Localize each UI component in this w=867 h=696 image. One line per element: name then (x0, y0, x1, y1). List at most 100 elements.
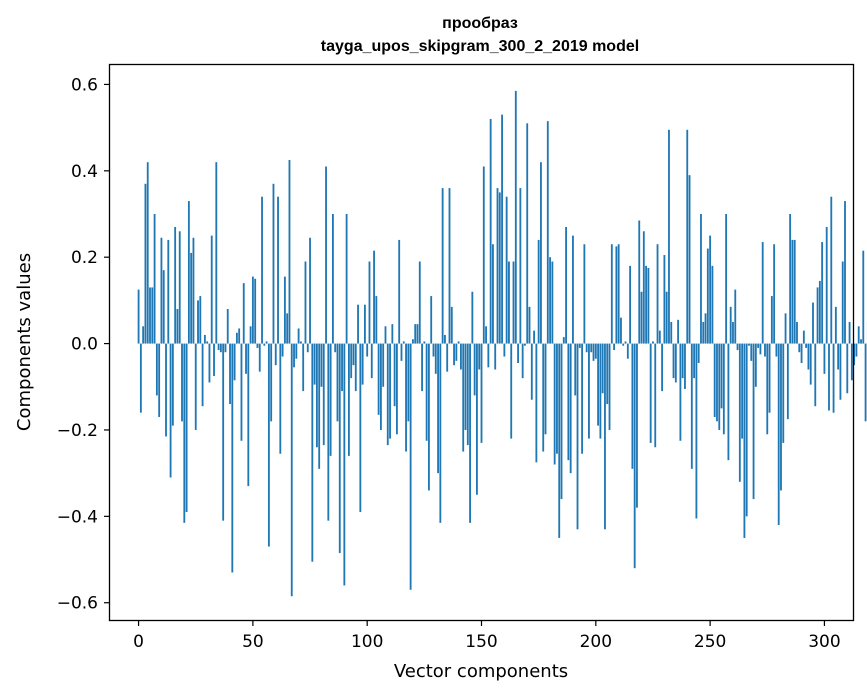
bar-component-218 (636, 343, 638, 508)
bar-component-233 (670, 321, 673, 344)
bar-component-195 (583, 244, 586, 344)
bar-component-270 (754, 343, 757, 387)
bar-component-58 (270, 343, 273, 422)
bar-component-20 (183, 343, 186, 523)
bar-component-216 (631, 343, 634, 469)
bar-component-37 (222, 343, 225, 521)
bar-component-73 (304, 261, 307, 344)
bar-component-28 (201, 343, 204, 407)
bar-component-238 (681, 343, 684, 379)
bar-component-293 (807, 343, 810, 370)
bar-component-276 (768, 343, 771, 413)
bar-component-124 (421, 343, 423, 392)
bar-component-242 (690, 343, 693, 469)
x-tick-label: 150 (465, 632, 497, 652)
bar-component-203 (601, 343, 604, 394)
bar-component-243 (693, 343, 696, 379)
bar-component-284 (786, 343, 789, 420)
bar-component-163 (510, 343, 513, 439)
bar-component-265 (743, 343, 746, 538)
bar-component-63 (281, 343, 284, 357)
bar-component-91 (345, 214, 348, 344)
bar-component-113 (396, 343, 398, 435)
bar-component-14 (169, 343, 172, 478)
bar-component-60 (274, 343, 277, 366)
bar-component-207 (610, 244, 613, 344)
bar-component-100 (366, 343, 369, 357)
bar-component-159 (501, 114, 503, 344)
bar-component-256 (722, 343, 725, 435)
x-axis-label: Vector components (394, 661, 568, 682)
bar-component-289 (798, 343, 801, 353)
bar-component-177 (542, 343, 545, 452)
bar-component-315 (857, 326, 860, 344)
bar-component-164 (512, 261, 515, 344)
bar-component-298 (818, 280, 821, 344)
bar-component-274 (764, 343, 766, 357)
bar-component-108 (384, 326, 387, 344)
bar-component-147 (473, 343, 476, 396)
bar-component-180 (549, 257, 551, 344)
bar-component-57 (267, 343, 270, 547)
bar-component-268 (750, 343, 753, 361)
bar-component-90 (343, 343, 346, 586)
bar-component-17 (176, 309, 179, 344)
bar-component-97 (359, 343, 362, 513)
bar-component-95 (354, 343, 357, 392)
bar-component-77 (313, 343, 316, 385)
bar-component-225 (652, 341, 654, 344)
y-tick-label: 0.0 (71, 335, 98, 355)
bar-component-80 (320, 343, 323, 387)
bar-component-21 (185, 343, 188, 513)
bar-component-219 (638, 220, 641, 344)
bar-component-155 (492, 244, 494, 344)
bar-component-250 (709, 235, 712, 344)
bar-component-136 (448, 188, 451, 344)
bar-component-234 (672, 343, 675, 379)
x-tick-label: 50 (242, 632, 264, 652)
bar-component-157 (496, 188, 499, 344)
bar-component-249 (706, 248, 709, 344)
bar-component-98 (361, 343, 364, 385)
bar-component-117 (405, 343, 407, 452)
bar-component-8 (155, 343, 158, 396)
bar-component-309 (844, 201, 846, 344)
bar-component-296 (814, 343, 817, 407)
bar-component-44 (238, 328, 241, 344)
bar-component-59 (272, 183, 275, 344)
bar-component-280 (777, 343, 780, 525)
bar-component-236 (677, 319, 680, 344)
bar-component-32 (210, 235, 213, 344)
bar-component-30 (206, 341, 209, 344)
bar-component-213 (624, 341, 627, 344)
bar-component-188 (567, 343, 570, 461)
bar-component-221 (642, 231, 645, 344)
bar-component-169 (524, 343, 526, 346)
y-tick-label: 0.2 (71, 248, 98, 268)
bar-component-67 (290, 343, 293, 597)
y-axis-ticks: −0.6 −0.4 −0.2 0.0 0.2 0.4 0.6 (57, 75, 110, 614)
bar-component-99 (363, 304, 366, 344)
bar-component-62 (279, 343, 282, 454)
bar-component-12 (165, 343, 167, 437)
bar-component-228 (658, 330, 661, 344)
bar-component-263 (738, 343, 741, 482)
bar-component-55 (263, 343, 266, 346)
bar-component-89 (341, 343, 343, 392)
bar-component-78 (315, 343, 318, 448)
bar-component-235 (674, 343, 677, 383)
bar-component-190 (572, 235, 574, 344)
bar-component-269 (752, 343, 755, 500)
bar-component-194 (581, 343, 584, 454)
bar-component-272 (759, 343, 762, 355)
x-tick-label: 300 (808, 632, 840, 652)
bar-component-254 (718, 343, 721, 430)
bar-component-178 (544, 343, 547, 435)
bar-component-279 (775, 343, 778, 357)
bar-component-237 (679, 343, 682, 441)
bar-component-303 (830, 196, 833, 344)
bar-component-197 (588, 343, 590, 439)
chart-title: прообраз (442, 15, 518, 32)
bar-component-316 (860, 339, 862, 344)
x-tick-label: 0 (133, 632, 144, 652)
